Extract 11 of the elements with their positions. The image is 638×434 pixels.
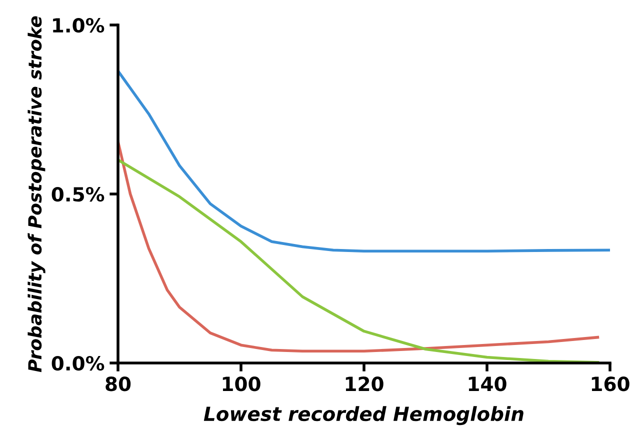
y-tick-label: 0.0% bbox=[52, 356, 104, 371]
x-tick-label: 80 bbox=[106, 376, 131, 392]
y-axis-title: Probability of Postoperative stroke bbox=[28, 16, 46, 372]
line-series bbox=[118, 70, 610, 253]
x-tick-label: 140 bbox=[468, 376, 506, 392]
x-tick-label: 160 bbox=[592, 376, 630, 392]
y-tick-label: 1.0% bbox=[53, 18, 104, 33]
x-tick-label: 100 bbox=[222, 376, 260, 392]
x-axis-title: Lowest recorded Hemoglobin bbox=[204, 406, 524, 426]
x-tick-label: 120 bbox=[346, 376, 384, 392]
y-tick-label: 0.5% bbox=[52, 186, 104, 202]
